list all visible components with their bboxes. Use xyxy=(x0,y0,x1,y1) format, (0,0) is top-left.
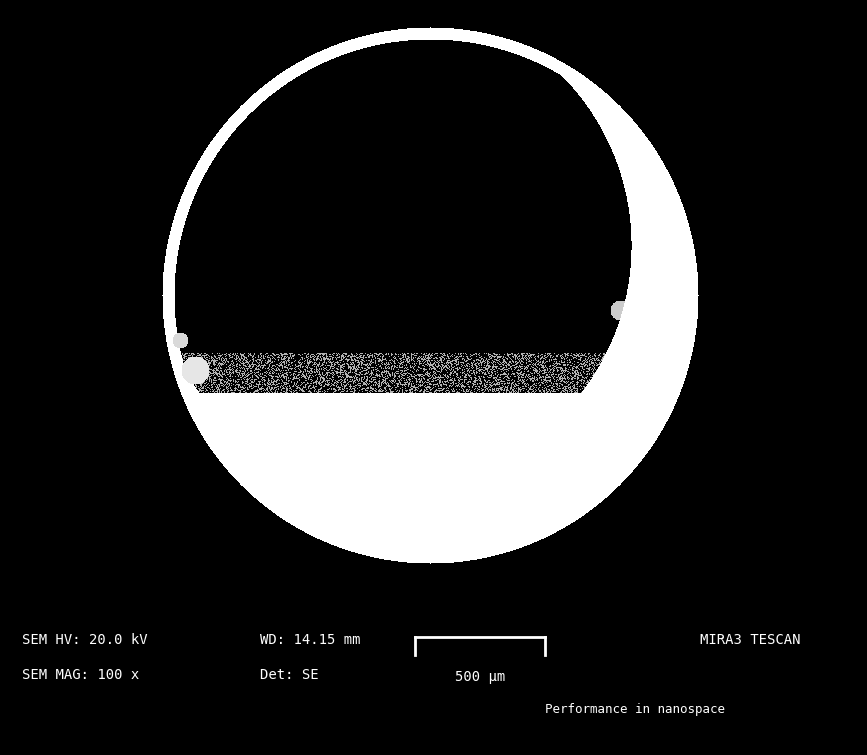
Text: Performance in nanospace: Performance in nanospace xyxy=(545,704,725,716)
Text: 500 μm: 500 μm xyxy=(455,670,505,684)
Text: Det: SE: Det: SE xyxy=(260,668,319,682)
Text: WD: 14.15 mm: WD: 14.15 mm xyxy=(260,633,361,647)
Text: SEM MAG: 100 x: SEM MAG: 100 x xyxy=(22,668,140,682)
Text: SEM HV: 20.0 kV: SEM HV: 20.0 kV xyxy=(22,633,147,647)
Text: MIRA3 TESCAN: MIRA3 TESCAN xyxy=(700,633,800,647)
